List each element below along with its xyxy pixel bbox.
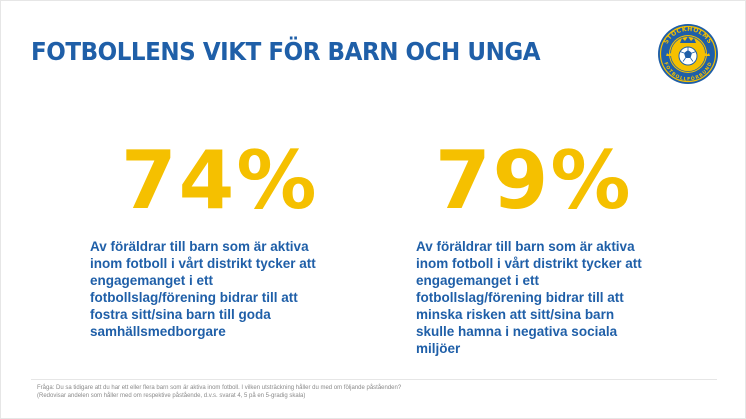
desc-line: fostra sitt/sina barn till goda bbox=[90, 307, 271, 322]
desc-line: skulle hamna i negativa sociala bbox=[416, 324, 618, 339]
stat-value-79: 79% bbox=[435, 134, 633, 227]
stockholms-fotbollforbund-logo: STOCKHOLMS FOTBOLLFÖRBUND bbox=[658, 24, 718, 84]
desc-line: Av föräldrar till barn som är aktiva bbox=[90, 239, 309, 254]
footnote: Fråga: Du sa tidigare att du har ett ell… bbox=[37, 384, 401, 400]
desc-line: samhällsmedborgare bbox=[90, 324, 226, 339]
desc-line: inom fotboll i vårt distrikt tycker att bbox=[90, 256, 316, 271]
footer-divider bbox=[31, 379, 717, 380]
desc-line: fotbollslag/förening bidrar till att bbox=[90, 290, 298, 305]
desc-line: engagemanget i ett bbox=[416, 273, 540, 288]
slide-title: FOTBOLLENS VIKT FÖR BARN OCH UNGA bbox=[31, 37, 541, 66]
stat-description-74: Av föräldrar till barn som är aktiva ino… bbox=[90, 238, 390, 340]
desc-line: fotbollslag/förening bidrar till att bbox=[416, 290, 624, 305]
desc-line: engagemanget i ett bbox=[90, 273, 214, 288]
desc-line: inom fotboll i vårt distrikt tycker att bbox=[416, 256, 642, 271]
stat-value-74: 74% bbox=[121, 134, 319, 227]
desc-line: Av föräldrar till barn som är aktiva bbox=[416, 239, 635, 254]
desc-line: miljöer bbox=[416, 341, 461, 356]
stat-description-79: Av föräldrar till barn som är aktiva ino… bbox=[416, 238, 716, 357]
footnote-question: Fråga: Du sa tidigare att du har ett ell… bbox=[37, 385, 402, 391]
desc-line: minska risken att sitt/sina barn bbox=[416, 307, 615, 322]
footnote-note: (Redovisar andelen som håller med om res… bbox=[37, 393, 306, 399]
